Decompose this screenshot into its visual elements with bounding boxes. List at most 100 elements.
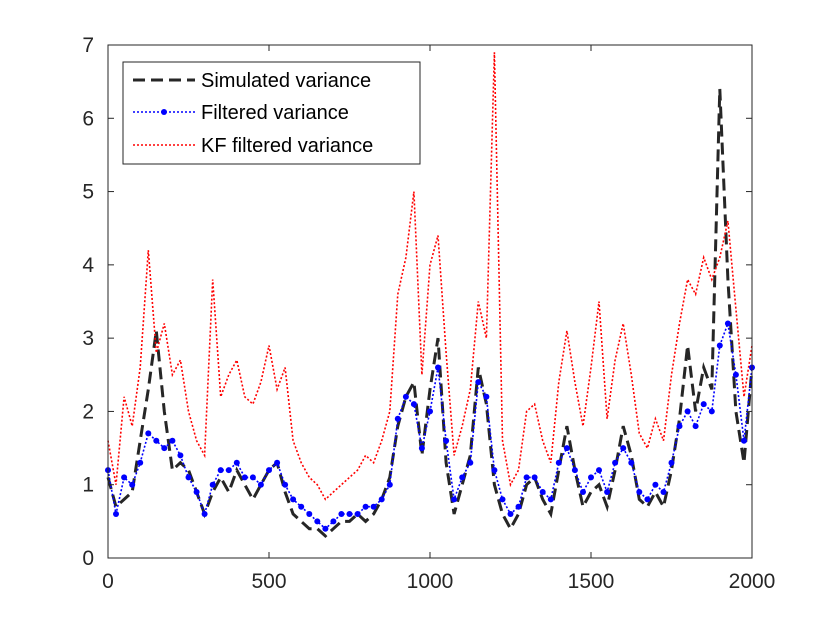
y-tick-label: 2 — [82, 400, 94, 423]
legend-item-simulated-variance-label: Simulated variance — [201, 70, 371, 92]
filtered-variance-point — [531, 474, 538, 481]
filtered-variance-point — [539, 489, 546, 495]
filtered-variance-point — [547, 496, 554, 503]
filtered-variance-point — [249, 474, 256, 481]
filtered-variance-point — [708, 408, 715, 415]
filtered-variance-point — [410, 401, 417, 408]
filtered-variance-point — [724, 320, 731, 327]
filtered-variance-point — [612, 459, 619, 466]
filtered-variance-point — [306, 511, 313, 517]
filtered-variance-point — [298, 503, 305, 510]
filtered-variance-point — [692, 423, 699, 430]
filtered-variance-point — [177, 452, 184, 459]
filtered-variance-point — [644, 496, 651, 503]
filtered-variance-point — [443, 437, 450, 444]
series-line-kf-filtered-variance — [107, 52, 753, 501]
filtered-variance-point — [402, 393, 409, 400]
filtered-variance-point — [322, 525, 329, 532]
filtered-variance-point — [523, 474, 530, 481]
filtered-variance-point — [700, 401, 707, 408]
filtered-variance-point — [636, 489, 643, 495]
filtered-variance-point — [628, 459, 635, 466]
filtered-variance-point — [274, 459, 281, 466]
filtered-variance-point — [668, 459, 675, 466]
filtered-variance-point — [386, 481, 393, 488]
series-layer — [105, 52, 755, 539]
filtered-variance-point — [741, 437, 747, 444]
filtered-variance-point — [515, 503, 522, 510]
y-tick-label: 4 — [82, 254, 94, 277]
filtered-variance-point — [507, 511, 514, 517]
filtered-variance-point — [684, 408, 691, 415]
filtered-variance-point — [491, 467, 498, 474]
filtered-variance-point — [362, 503, 369, 510]
series-line-simulated-variance — [106, 88, 754, 539]
axes-layer: 0 500 1000 1500 2000 0 1 2 3 4 5 6 7 — [82, 34, 775, 593]
filtered-variance-point — [467, 459, 474, 466]
filtered-variance-point — [378, 496, 385, 503]
x-tick-label: 1000 — [407, 570, 454, 593]
x-tick-label: 0 — [102, 570, 114, 593]
filtered-variance-point — [153, 437, 160, 444]
filtered-variance-point — [555, 459, 562, 466]
legend-item-filtered-variance-label: Filtered variance — [201, 102, 349, 124]
filtered-variance-point — [113, 511, 119, 517]
filtered-variance-point — [193, 489, 200, 495]
filtered-variance-point — [354, 511, 361, 517]
filtered-variance-point — [338, 511, 345, 517]
x-tick-label: 1500 — [568, 570, 615, 593]
x-tick-label: 500 — [251, 570, 286, 593]
filtered-variance-point — [217, 467, 224, 474]
filtered-variance-point — [330, 518, 337, 525]
filtered-variance-point — [201, 511, 208, 517]
filtered-variance-point — [185, 474, 192, 481]
filtered-variance-point — [435, 364, 441, 371]
filtered-variance-point — [346, 511, 353, 517]
filtered-variance-point — [676, 423, 683, 430]
filtered-variance-point — [499, 496, 506, 503]
filtered-variance-point — [314, 518, 321, 525]
filtered-variance-point — [660, 489, 667, 495]
filtered-variance-point — [588, 474, 594, 481]
filtered-variance-point — [652, 481, 659, 488]
filtered-variance-point — [137, 459, 144, 466]
legend: Simulated variance Filtered variance KF fi… — [122, 61, 421, 165]
y-tick-label: 5 — [82, 181, 94, 204]
filtered-variance-point — [233, 459, 240, 466]
filtered-variance-point — [121, 474, 128, 481]
legend-item-kf-filtered-variance-label: KF filtered variance — [201, 135, 373, 157]
filtered-variance-point — [427, 408, 433, 415]
y-tick-label: 1 — [82, 474, 94, 497]
filtered-variance-point — [418, 445, 425, 452]
filtered-variance-point — [370, 503, 377, 510]
filtered-variance-point — [571, 467, 578, 474]
filtered-variance-point — [145, 430, 152, 437]
y-tick-label: 3 — [82, 327, 94, 350]
filtered-variance-point — [563, 445, 570, 452]
filtered-variance-point — [169, 437, 176, 444]
y-tick-label: 6 — [82, 107, 94, 130]
filtered-variance-point — [596, 467, 602, 474]
filtered-variance-point — [129, 481, 136, 488]
filtered-variance-point — [732, 371, 739, 378]
filtered-variance-point — [394, 415, 401, 422]
filtered-variance-point — [257, 481, 264, 488]
filtered-variance-point — [604, 489, 611, 495]
filtered-variance-point — [620, 445, 627, 452]
y-tick-label: 0 — [82, 547, 94, 570]
filtered-variance-point — [290, 496, 297, 503]
filtered-variance-point — [483, 393, 490, 400]
filtered-variance-point — [475, 379, 482, 386]
filtered-variance-point — [161, 445, 168, 452]
filtered-variance-point — [716, 342, 723, 349]
x-tick-label: 2000 — [729, 570, 776, 593]
filtered-variance-point — [266, 467, 272, 474]
filtered-variance-point — [459, 474, 466, 481]
filtered-variance-point — [241, 474, 248, 481]
filtered-variance-point — [209, 481, 216, 488]
filtered-variance-point — [225, 467, 232, 474]
legend-item-filtered-variance-marker — [161, 109, 167, 115]
filtered-variance-point — [451, 496, 458, 503]
filtered-variance-point — [580, 489, 586, 495]
